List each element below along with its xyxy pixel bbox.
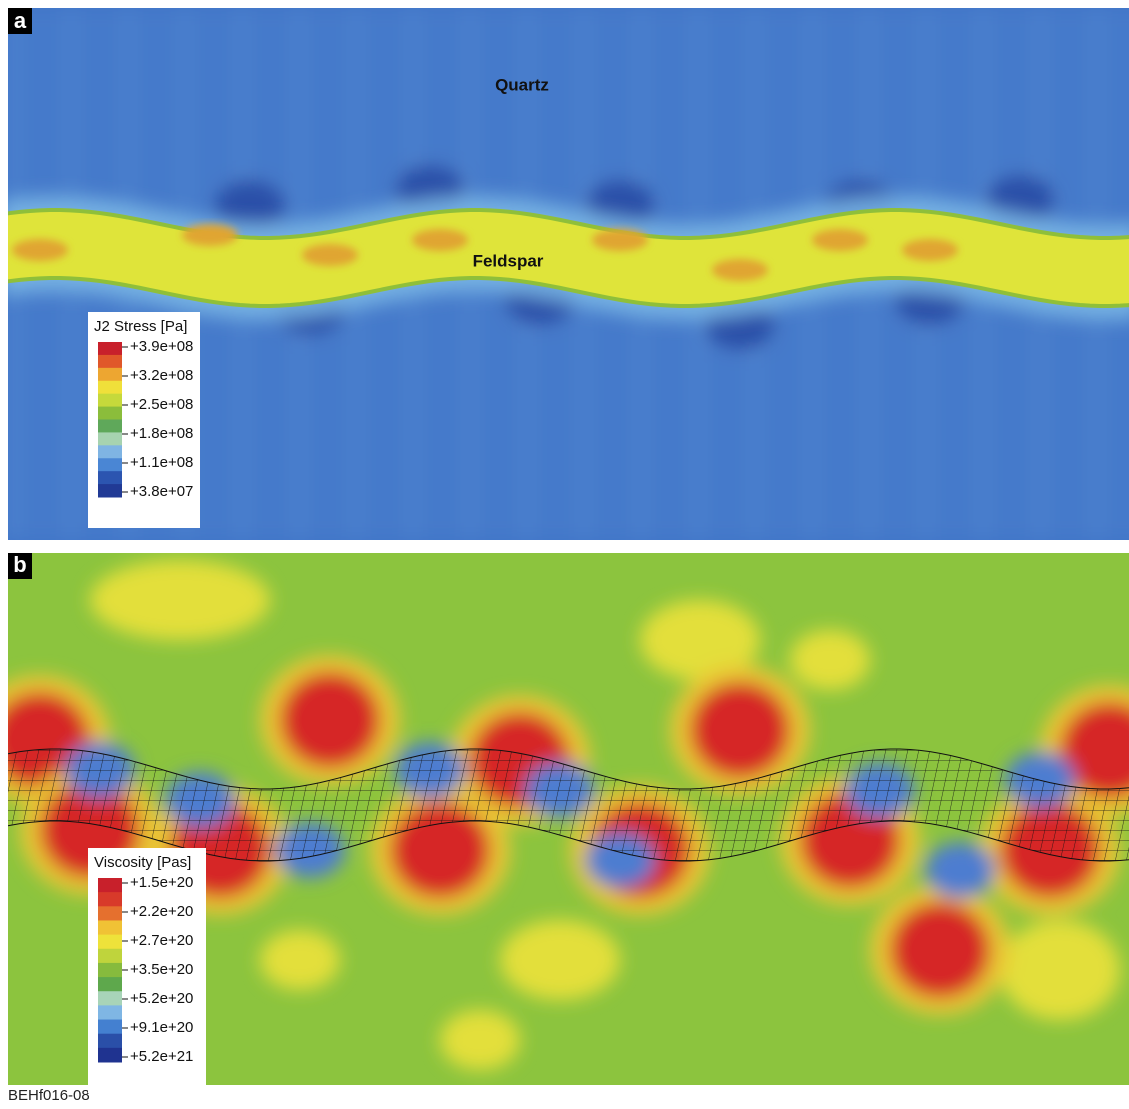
legend-entry: +9.1e+20 xyxy=(130,1019,193,1036)
viscosity-high xyxy=(925,842,995,898)
colorbar-band xyxy=(98,368,122,381)
legend-title: J2 Stress [Pa] xyxy=(94,318,187,335)
legend-title: Viscosity [Pas] xyxy=(94,854,191,871)
yellow-zone xyxy=(1000,920,1120,1020)
colorbar-band xyxy=(98,445,122,458)
colorbar-band xyxy=(98,1048,122,1063)
colorbar-band xyxy=(98,892,122,907)
legend-entry: +5.2e+20 xyxy=(130,990,193,1007)
colorbar-band xyxy=(98,991,122,1006)
legend: J2 Stress [Pa] +3.9e+08 +3.2e+08 +2.5e+08 +1… xyxy=(88,312,200,528)
stress-high xyxy=(712,259,768,281)
colorbar-band xyxy=(98,355,122,368)
figure: a b Quartz Feldspar BEHf016-08 J2 Stress… xyxy=(0,0,1129,1104)
colorbar-band xyxy=(98,458,122,471)
colorbar-band xyxy=(98,381,122,394)
stress-high xyxy=(182,224,238,246)
colorbar-band xyxy=(98,1005,122,1020)
colorbar-band xyxy=(98,906,122,921)
stress-high xyxy=(12,239,68,261)
stress-high xyxy=(812,229,868,251)
colorbar-band xyxy=(98,963,122,978)
legend-entry: +3.2e+08 xyxy=(130,367,193,384)
colorbar-band xyxy=(98,394,122,407)
caption: BEHf016-08 xyxy=(8,1087,90,1104)
colorbar-band xyxy=(98,949,122,964)
panel-label: b xyxy=(13,552,26,577)
viscosity-low xyxy=(280,672,380,768)
colorbar-band xyxy=(98,432,122,445)
legend-entry: +1.1e+08 xyxy=(130,454,193,471)
colorbar-band xyxy=(98,920,122,935)
stress-high xyxy=(302,244,358,266)
legend-entry: +2.5e+08 xyxy=(130,396,193,413)
colorbar-band xyxy=(98,1034,122,1049)
legend: Viscosity [Pas] +1.5e+20 +2.2e+20 +2.7e+20 +… xyxy=(88,848,206,1093)
viscosity-low xyxy=(690,682,790,778)
legend-entry: +3.8e+07 xyxy=(130,483,193,500)
yellow-zone xyxy=(790,630,870,690)
stress-high xyxy=(412,229,468,251)
colorbar-band xyxy=(98,484,122,497)
panel-label: a xyxy=(14,8,27,33)
colorbar-band xyxy=(98,1020,122,1035)
legend-entry: +3.9e+08 xyxy=(130,338,193,355)
viscosity-low xyxy=(890,902,990,998)
colorbar-band xyxy=(98,407,122,420)
legend-entry: +3.5e+20 xyxy=(130,961,193,978)
colorbar-band xyxy=(98,878,122,893)
annotation: Feldspar xyxy=(473,251,544,270)
legend-entry: +5.2e+21 xyxy=(130,1048,193,1065)
annotation: Quartz xyxy=(495,75,549,94)
colorbar-band xyxy=(98,977,122,992)
colorbar-band xyxy=(98,420,122,433)
colorbar-band xyxy=(98,342,122,355)
yellow-zone xyxy=(90,560,270,640)
yellow-zone xyxy=(500,920,620,1000)
legend-entry: +2.2e+20 xyxy=(130,903,193,920)
colorbar-band xyxy=(98,935,122,950)
stress-high xyxy=(592,229,648,251)
legend-entry: +2.7e+20 xyxy=(130,932,193,949)
yellow-zone xyxy=(440,1010,520,1070)
stress-high xyxy=(902,239,958,261)
colorbar-band xyxy=(98,471,122,484)
legend-entry: +1.8e+08 xyxy=(130,425,193,442)
legend-entry: +1.5e+20 xyxy=(130,874,193,891)
yellow-zone xyxy=(260,930,340,990)
